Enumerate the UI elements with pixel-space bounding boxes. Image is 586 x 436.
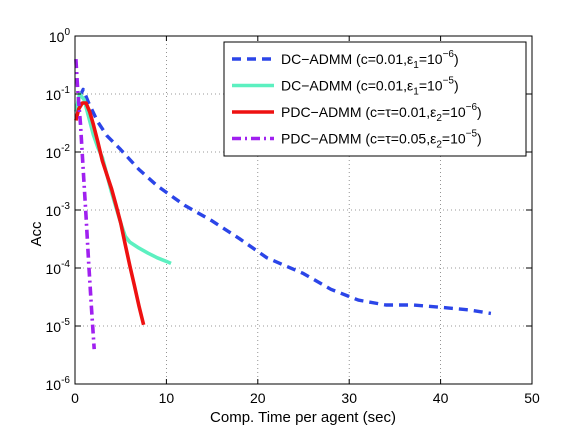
x-tick-label: 30 [341, 390, 357, 406]
legend-superscript: −5 [466, 129, 478, 140]
legend-text: ) [454, 51, 459, 67]
x-tick-label: 0 [71, 390, 79, 406]
y-axis-label: Acc [28, 221, 45, 247]
legend-text: =10 [442, 131, 466, 147]
y-tick-exponent: 0 [64, 27, 70, 38]
y-tick-base: 10 [46, 377, 62, 393]
x-tick-labels: 0 10 20 30 40 50 [71, 390, 540, 406]
legend-text: =10 [419, 51, 443, 67]
y-tick-exponent: -5 [61, 317, 70, 328]
legend-label-2: DC−ADMM (c=0.01,ε1=10−5) [281, 76, 459, 98]
y-tick-label: 10-2 [46, 143, 71, 161]
legend-text: =10 [419, 78, 443, 94]
y-tick-exponent: -6 [61, 375, 70, 386]
legend-text: PDC−ADMM (c=τ=0.01,ε [281, 104, 436, 120]
y-tick-exponent: -3 [61, 201, 70, 212]
legend-superscript: −6 [443, 49, 455, 60]
axis-ticks [74, 35, 533, 385]
y-tick-base: 10 [46, 145, 62, 161]
y-tick-exponent: -1 [61, 85, 70, 96]
y-tick-label: 10-1 [46, 85, 71, 103]
series-line-3 [74, 101, 146, 326]
legend-subscript: 2 [436, 113, 442, 124]
legend-text: ) [477, 104, 482, 120]
legend-subscript: 2 [436, 140, 442, 151]
y-tick-base: 10 [49, 29, 65, 45]
y-tick-label: 10-4 [46, 259, 71, 277]
y-tick-label: 10-5 [46, 317, 71, 335]
y-tick-base: 10 [46, 261, 62, 277]
legend-text: PDC−ADMM (c=τ=0.05,ε [281, 131, 436, 147]
x-axis-label: Comp. Time per agent (sec) [210, 409, 396, 426]
y-tick-base: 10 [46, 203, 62, 219]
legend-text: DC−ADMM (c=0.01,ε [281, 78, 413, 94]
legend-box [223, 41, 527, 157]
x-tick-label: 40 [433, 390, 449, 406]
y-tick-label: 10-3 [46, 201, 71, 219]
legend-label-3: PDC−ADMM (c=τ=0.01,ε2=10−6) [281, 102, 482, 124]
y-tick-base: 10 [46, 87, 62, 103]
legend-text: DC−ADMM (c=0.01,ε [281, 51, 413, 67]
series-line-4 [74, 58, 96, 350]
legend-subscript: 1 [413, 60, 419, 71]
legend-text: =10 [442, 104, 466, 120]
y-tick-base: 10 [46, 319, 62, 335]
legend-text: ) [454, 78, 459, 94]
y-tick-label: 10-6 [46, 375, 71, 393]
series-layer [74, 58, 492, 350]
x-tick-label: 20 [250, 390, 266, 406]
x-tick-label: 50 [524, 390, 540, 406]
series-line-1 [74, 87, 492, 316]
legend: DC−ADMM (c=0.01,ε1=10−6)DC−ADMM (c=0.01,… [223, 41, 527, 157]
legend-subscript: 1 [413, 87, 419, 98]
y-tick-exponent: -4 [61, 259, 70, 270]
legend-label-4: PDC−ADMM (c=τ=0.05,ε2=10−5) [281, 129, 482, 151]
x-tick-label: 10 [159, 390, 175, 406]
y-tick-exponent: -2 [61, 143, 70, 154]
legend-superscript: −6 [466, 102, 478, 113]
legend-label-1: DC−ADMM (c=0.01,ε1=10−6) [281, 49, 459, 71]
y-tick-label: 100 [49, 27, 71, 45]
legend-text: ) [477, 131, 482, 147]
legend-superscript: −5 [443, 76, 455, 87]
